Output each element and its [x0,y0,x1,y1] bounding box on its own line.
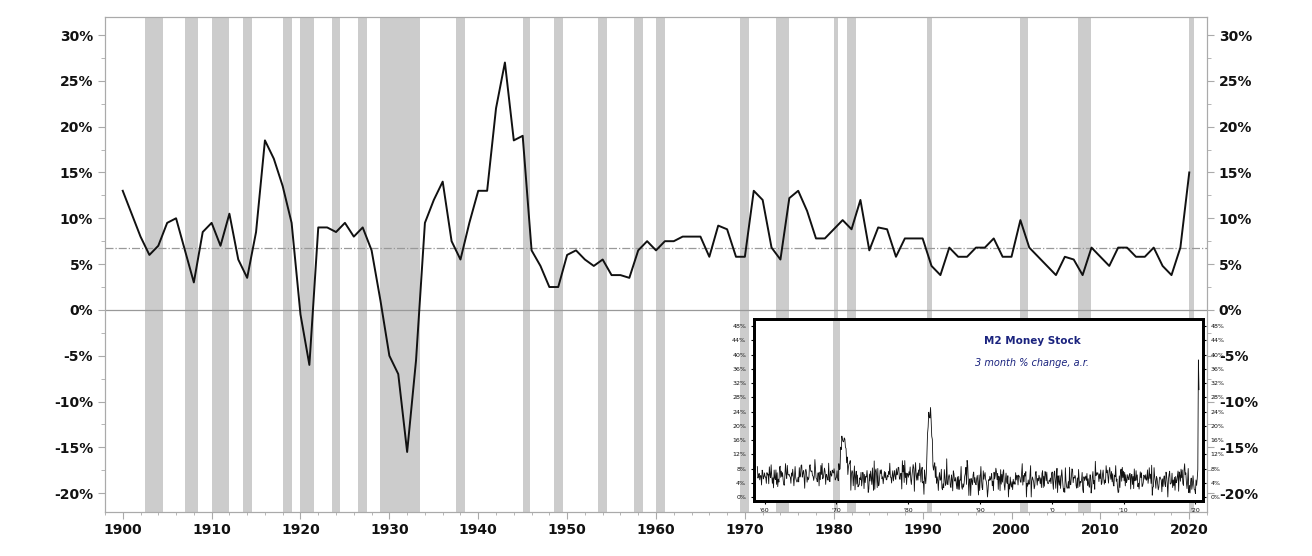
Bar [457,17,464,512]
Bar [928,17,932,512]
Bar [358,17,367,512]
Bar [211,17,230,512]
Bar [332,17,341,512]
Bar [1189,17,1194,512]
Bar [833,319,840,500]
Bar [740,17,749,512]
Bar [554,17,563,512]
Bar [282,17,291,512]
Bar [598,17,607,512]
Bar [300,17,314,512]
Bar [243,17,252,512]
Bar [380,17,420,512]
Bar [775,17,790,512]
Bar [1078,17,1092,512]
Bar [522,17,530,512]
Bar [1021,17,1027,512]
Bar [833,17,838,512]
Bar [634,17,643,512]
Text: M2 Money Stock: M2 Money Stock [984,336,1080,346]
Bar [656,17,665,512]
Bar [185,17,198,512]
Bar [144,17,163,512]
Text: 3 month % change, a.r.: 3 month % change, a.r. [975,358,1089,368]
Bar [848,17,855,512]
